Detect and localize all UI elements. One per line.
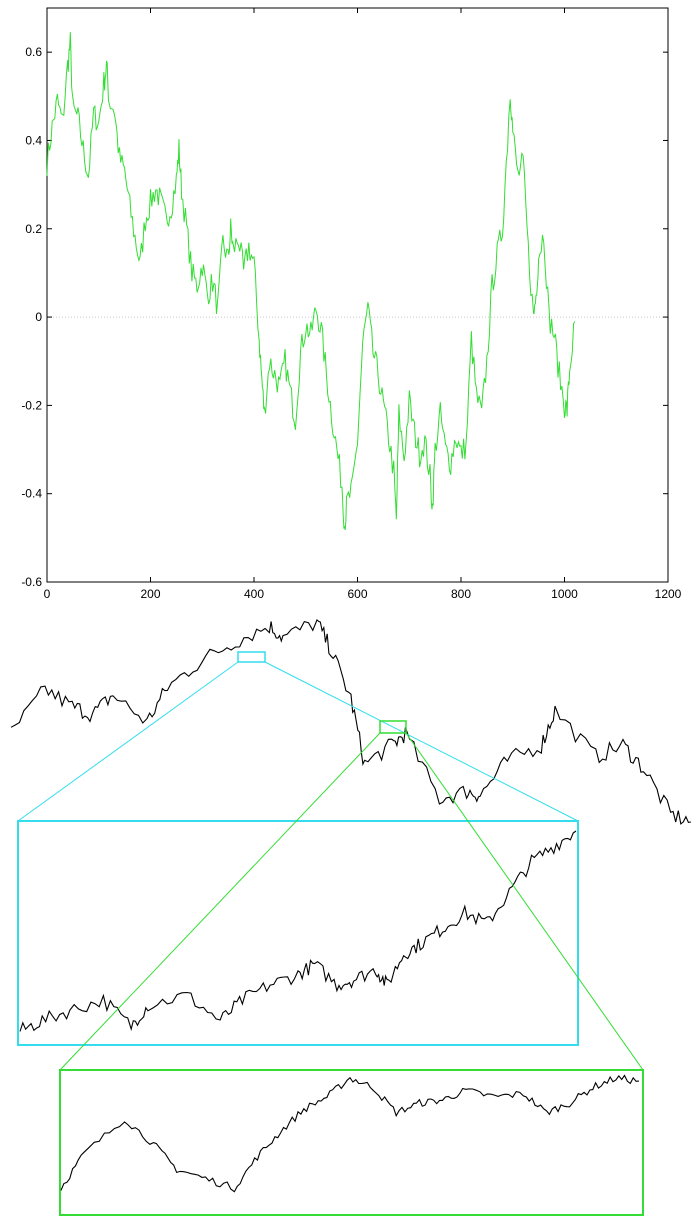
zoom-box-small-green <box>379 720 407 734</box>
zoom-panel-cyan <box>17 820 579 1046</box>
zoom-connector-right <box>264 661 579 822</box>
series-line-green <box>46 32 576 530</box>
x-tick-label: 800 <box>451 587 471 601</box>
zoom-connector-left <box>17 661 239 822</box>
x-tick-label: 1200 <box>655 587 682 601</box>
y-tick-label: -0.2 <box>21 398 42 412</box>
zoom-connector-right-green <box>405 732 644 1071</box>
y-tick-label: 0 <box>35 310 42 324</box>
x-tick-label: 0 <box>44 587 51 601</box>
x-tick-label: 200 <box>140 587 160 601</box>
series-line-trace-3 <box>60 1074 640 1193</box>
plot-frame <box>46 7 669 583</box>
y-tick-label: -0.6 <box>21 575 42 589</box>
y-tick-label: 0.2 <box>25 222 42 236</box>
y-tick-label: 0.4 <box>25 133 42 147</box>
zoom-connector-left-green <box>59 732 381 1071</box>
zoom-panel-green <box>59 1069 644 1216</box>
x-tick-label: 1000 <box>551 587 578 601</box>
series-line-trace-1 <box>10 618 691 825</box>
x-tick-label: 400 <box>244 587 264 601</box>
y-tick-label: -0.4 <box>21 487 42 501</box>
y-tick-label: 0.6 <box>25 45 42 59</box>
x-tick-label: 600 <box>347 587 367 601</box>
series-line-trace-2 <box>19 830 577 1032</box>
zoom-box-small-cyan <box>237 651 266 663</box>
